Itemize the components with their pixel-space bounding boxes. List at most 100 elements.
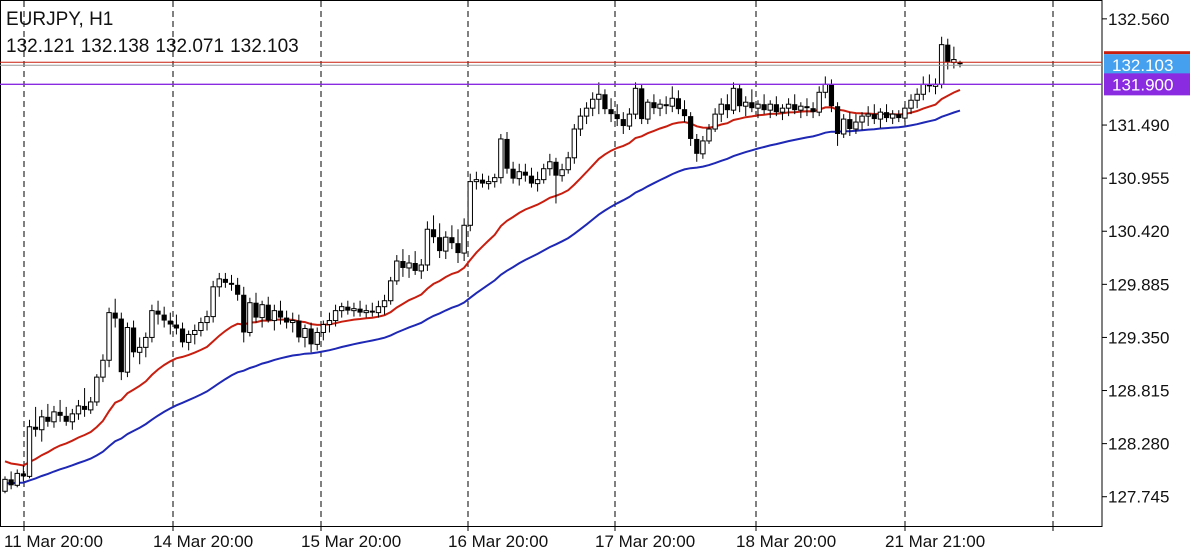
candle — [639, 84, 645, 125]
candle-body-bull — [192, 329, 198, 335]
candle — [902, 104, 908, 123]
candle-body-bull — [473, 179, 480, 183]
level-price-label-bg — [1104, 73, 1190, 96]
candle — [675, 90, 681, 115]
candle-body-bear — [179, 328, 186, 343]
candle-body-bear — [528, 175, 535, 184]
y-tick-label: 130.955 — [1108, 169, 1169, 188]
candle — [222, 272, 228, 288]
candle-body-bear — [522, 171, 528, 176]
candle-body-bull — [589, 98, 596, 109]
candle — [743, 96, 749, 117]
candle — [51, 405, 57, 428]
candle — [351, 302, 357, 317]
candle-body-bear — [957, 62, 963, 65]
candle — [345, 300, 351, 315]
ohlc-high: 132.138 — [80, 36, 150, 57]
ma-slow-line — [4, 109, 961, 485]
candles — [2, 36, 963, 494]
candle-body-bull — [853, 121, 859, 130]
candle — [877, 108, 884, 129]
candle-body-bull — [498, 138, 504, 179]
candle-body-bear — [369, 310, 375, 313]
candle — [320, 320, 327, 341]
candle-body-bull — [669, 97, 675, 107]
candle — [173, 314, 180, 335]
candle — [908, 94, 914, 115]
candle-body-bear — [8, 479, 14, 486]
candle — [100, 354, 106, 383]
candle-body-bull — [332, 310, 339, 322]
candle — [724, 94, 730, 119]
candle — [216, 272, 222, 297]
candle — [847, 112, 853, 136]
candle-body-bear — [253, 302, 259, 318]
candle — [528, 167, 535, 188]
horizontal-price-lines[interactable] — [0, 61, 1102, 86]
candle — [14, 469, 20, 488]
candle-body-bull — [516, 171, 522, 180]
x-tick-label: 17 Mar 20:00 — [595, 532, 695, 551]
candle-body-bull — [94, 376, 100, 403]
candle-body-bear — [896, 114, 902, 119]
candle — [235, 277, 241, 301]
candle — [130, 320, 137, 358]
candle-body-bear — [620, 119, 626, 127]
x-tick-label: 18 Mar 20:00 — [736, 532, 836, 551]
candle — [816, 86, 822, 117]
candle — [706, 124, 712, 144]
level-price-label: 131.900 — [1112, 75, 1173, 94]
time-axis[interactable]: 11 Mar 20:00 14 Mar 20:00 15 Mar 20:00 16 M… — [4, 526, 1054, 551]
candle-body-bull — [877, 111, 884, 120]
candle — [596, 82, 602, 115]
candle-body-bull — [204, 316, 210, 324]
candle — [124, 322, 131, 378]
candle — [155, 300, 161, 325]
candle — [94, 374, 100, 406]
y-tick-label: 128.815 — [1108, 382, 1169, 401]
candle-body-bull — [755, 103, 761, 109]
candle — [314, 327, 320, 351]
candle — [663, 96, 669, 115]
candle — [63, 406, 69, 426]
price-axis[interactable]: 132.560 131.490 130.955 130.420 129.885 129.3… — [1102, 10, 1169, 507]
candle — [39, 409, 45, 442]
candle — [381, 294, 388, 315]
candle — [589, 92, 596, 117]
candle-body-bull — [485, 181, 492, 185]
candle — [271, 304, 278, 331]
candle-body-bull — [541, 168, 547, 181]
candle — [210, 280, 216, 323]
candle — [424, 221, 431, 271]
candle-body-bear — [694, 138, 700, 154]
candle — [26, 419, 33, 479]
candle-body-bear — [681, 109, 688, 117]
candle — [185, 330, 192, 351]
candle-body-bear — [308, 328, 314, 345]
candle — [179, 322, 186, 348]
y-tick-label: 131.490 — [1108, 116, 1169, 135]
candle — [522, 163, 528, 182]
candle — [387, 276, 394, 305]
candle — [840, 114, 847, 138]
candle-body-bull — [136, 346, 143, 353]
candle — [541, 163, 547, 184]
candle — [712, 108, 718, 132]
candle-body-bull — [583, 107, 590, 117]
candle — [681, 100, 688, 123]
candle — [602, 89, 608, 115]
candle-body-bear — [296, 320, 302, 338]
candle — [859, 112, 865, 131]
candle — [45, 403, 51, 427]
candle-body-bull — [375, 306, 382, 314]
candle-body-bear — [235, 284, 241, 295]
candle — [106, 307, 112, 368]
ask-marker — [1104, 51, 1190, 55]
y-tick-label: 128.280 — [1108, 435, 1169, 454]
candle-body-bull — [106, 312, 112, 361]
candle — [326, 312, 333, 333]
candle-body-bear — [810, 108, 816, 113]
candle-body-bear — [792, 104, 798, 111]
